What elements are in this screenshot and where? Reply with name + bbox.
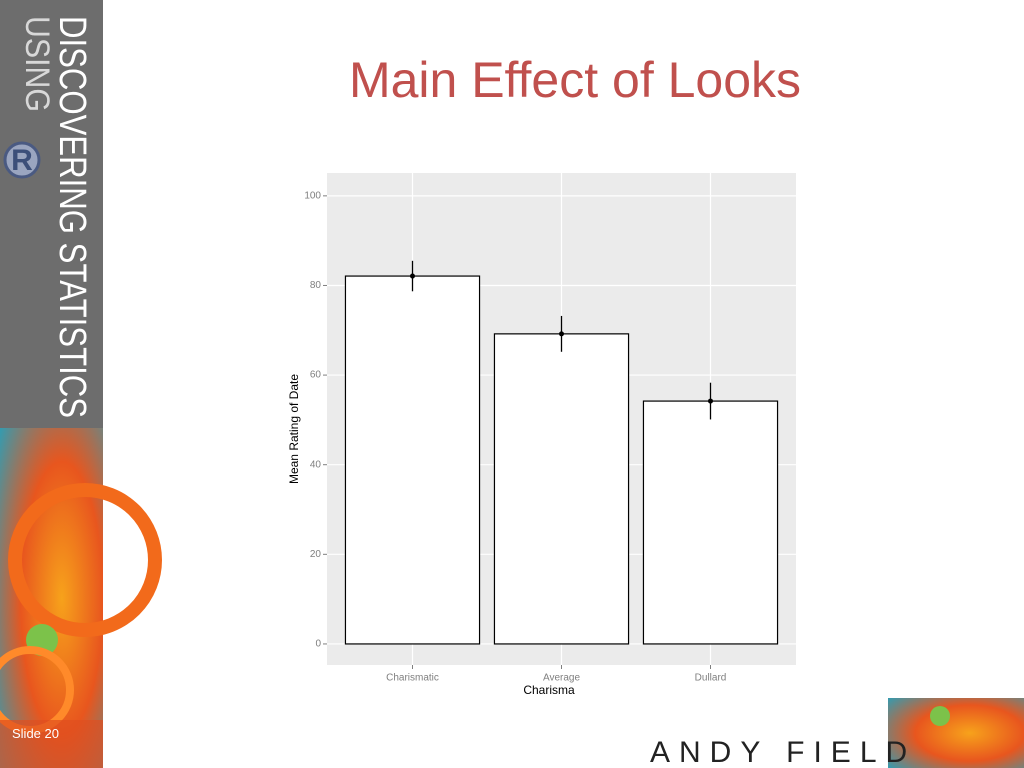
decor [8, 483, 162, 637]
y-tick-label: 60 [310, 370, 322, 381]
sidebar-top [0, 0, 103, 428]
x-tick-label: Average [543, 673, 581, 684]
y-tick-label: 40 [310, 459, 322, 470]
brand-main: DISCOVERING STATISTICS [51, 16, 93, 418]
slide-number: Slide 20 [12, 726, 59, 741]
corner-art [888, 698, 1024, 768]
brand-sub: USING [18, 16, 56, 112]
x-axis-label: Charisma [523, 683, 575, 697]
chart-title: Main Effect of Looks [349, 52, 801, 108]
mean-point [559, 331, 564, 337]
y-tick-label: 80 [310, 280, 322, 291]
logo: R [11, 144, 33, 177]
y-tick-label: 20 [310, 549, 322, 560]
decor [930, 706, 950, 726]
y-axis-label: Mean Rating of Date [287, 374, 301, 484]
bar [493, 333, 630, 645]
y-tick-label: 0 [315, 639, 321, 650]
bar [344, 275, 481, 645]
y-tick-label: 100 [304, 190, 321, 201]
bar [642, 400, 779, 645]
mean-point [708, 398, 713, 404]
x-tick-label: Dullard [695, 673, 727, 684]
x-tick-label: Charismatic [386, 673, 439, 684]
decor [0, 720, 103, 768]
mean-point [410, 273, 415, 279]
sidebar-art [0, 428, 103, 768]
author: ANDY FIELD [650, 736, 916, 768]
logo-ring [3, 141, 41, 179]
